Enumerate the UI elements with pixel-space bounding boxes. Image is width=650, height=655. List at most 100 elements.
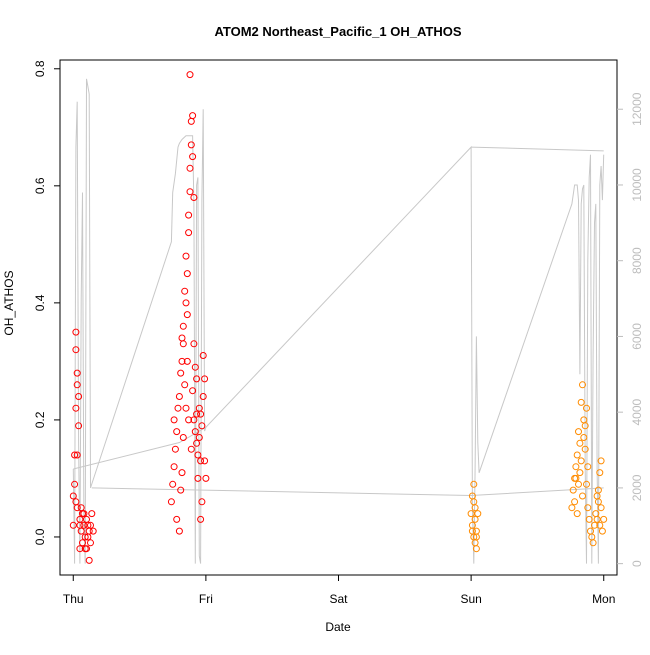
data-point bbox=[580, 434, 588, 441]
data-point bbox=[189, 112, 197, 120]
x-tick-label: Sat bbox=[329, 592, 348, 606]
data-point bbox=[596, 469, 604, 477]
data-point bbox=[186, 188, 194, 196]
y2-tick-label: 0 bbox=[630, 560, 644, 567]
data-point bbox=[584, 463, 592, 471]
data-point bbox=[75, 393, 83, 400]
data-point bbox=[89, 527, 97, 535]
data-point bbox=[572, 474, 580, 482]
data-point bbox=[598, 527, 606, 535]
data-point bbox=[177, 369, 185, 377]
data-point bbox=[73, 369, 81, 377]
data-point bbox=[69, 492, 77, 500]
data-point bbox=[80, 521, 88, 529]
series-line-connector-0 bbox=[73, 426, 207, 470]
data-point bbox=[87, 539, 94, 547]
data-point bbox=[179, 322, 187, 330]
data-point bbox=[587, 527, 594, 535]
data-point bbox=[83, 515, 90, 523]
data-point bbox=[197, 410, 205, 418]
data-point bbox=[591, 521, 598, 529]
y2-tick-label: 10000 bbox=[630, 168, 644, 202]
y2-tick-label: 8000 bbox=[630, 247, 644, 274]
data-point bbox=[191, 363, 199, 371]
data-point bbox=[79, 539, 86, 547]
data-point bbox=[569, 486, 577, 494]
data-point bbox=[179, 434, 187, 441]
data-point bbox=[576, 439, 584, 447]
data-point bbox=[178, 357, 186, 365]
data-point bbox=[72, 346, 80, 354]
data-point bbox=[75, 422, 83, 430]
y-axis-label: OH_ATHOS bbox=[2, 270, 16, 335]
data-point bbox=[175, 393, 183, 400]
data-point bbox=[467, 510, 475, 518]
data-point bbox=[71, 480, 79, 488]
data-point bbox=[87, 521, 94, 529]
y2-tick-label: 2000 bbox=[630, 474, 644, 501]
data-point bbox=[191, 428, 199, 436]
data-point bbox=[198, 422, 206, 430]
data-point bbox=[183, 357, 191, 365]
data-point bbox=[470, 498, 478, 506]
data-point bbox=[581, 445, 589, 453]
data-point bbox=[88, 510, 96, 518]
chart-title: ATOM2 Northeast_Pacific_1 OH_ATHOS bbox=[214, 24, 461, 39]
y-tick-label: 0.6 bbox=[33, 177, 47, 194]
x-axis-label: Date bbox=[325, 620, 351, 634]
data-point bbox=[194, 451, 202, 459]
data-point bbox=[73, 451, 81, 459]
data-point bbox=[194, 474, 202, 482]
data-point bbox=[470, 480, 478, 488]
y-tick-label: 0.8 bbox=[33, 60, 47, 77]
data-point bbox=[572, 463, 580, 471]
series-line-connector-1 bbox=[91, 487, 604, 497]
data-point bbox=[597, 504, 605, 512]
data-point bbox=[589, 539, 597, 547]
data-point bbox=[76, 545, 84, 553]
data-point bbox=[187, 445, 195, 453]
data-point bbox=[77, 504, 85, 512]
data-point bbox=[577, 457, 585, 465]
data-point bbox=[173, 515, 181, 523]
data-point bbox=[190, 194, 198, 201]
data-point bbox=[170, 463, 178, 471]
data-point bbox=[181, 287, 189, 295]
x-tick-label: Thu bbox=[63, 592, 84, 606]
y2-tick-label: 12000 bbox=[630, 92, 644, 126]
data-point bbox=[181, 381, 189, 389]
data-point bbox=[568, 504, 576, 512]
data-point bbox=[167, 498, 175, 506]
data-point bbox=[72, 328, 80, 336]
data-point bbox=[73, 381, 81, 389]
plot-border bbox=[59, 59, 618, 576]
data-point bbox=[71, 451, 79, 459]
data-point bbox=[573, 451, 581, 459]
x-tick-label: Mon bbox=[592, 592, 615, 606]
data-point bbox=[195, 434, 203, 441]
y2-tick-label: 4000 bbox=[630, 398, 644, 425]
data-point bbox=[81, 545, 89, 553]
data-point bbox=[571, 498, 579, 506]
data-point bbox=[169, 480, 177, 488]
data-point bbox=[471, 515, 479, 523]
series-line-connector-2 bbox=[471, 146, 604, 152]
data-point bbox=[84, 533, 92, 541]
data-point bbox=[173, 428, 181, 436]
data-point bbox=[199, 352, 207, 359]
data-point bbox=[583, 480, 590, 488]
data-point bbox=[182, 404, 190, 412]
data-point bbox=[575, 480, 582, 488]
data-point bbox=[69, 521, 77, 529]
data-point bbox=[85, 556, 93, 564]
data-point bbox=[183, 270, 191, 278]
data-point bbox=[170, 416, 178, 424]
data-point bbox=[193, 439, 201, 447]
data-point bbox=[182, 299, 190, 307]
data-point bbox=[76, 521, 84, 529]
data-point bbox=[178, 469, 186, 477]
data-point bbox=[187, 117, 195, 125]
data-point bbox=[580, 416, 588, 424]
data-point bbox=[593, 492, 601, 500]
